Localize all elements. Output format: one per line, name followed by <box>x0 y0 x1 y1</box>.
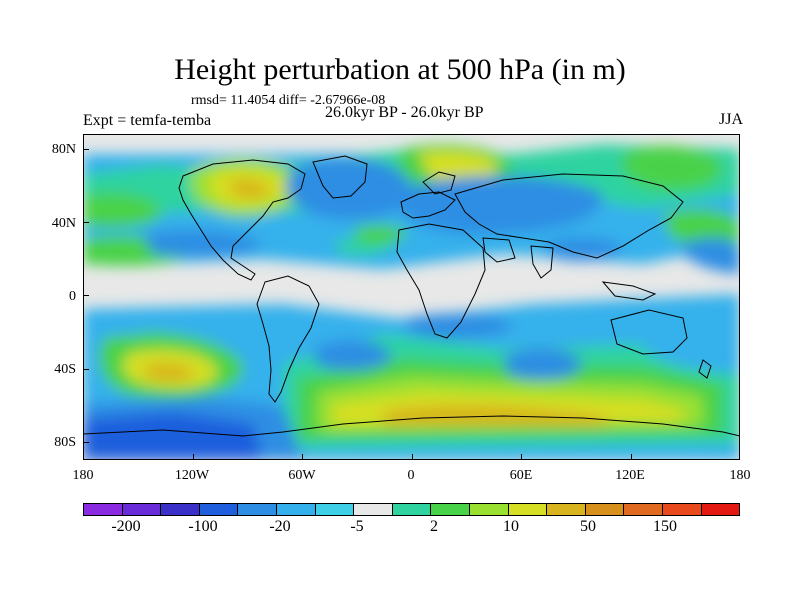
colorbar-swatch <box>585 504 625 515</box>
coastline <box>422 171 456 195</box>
field-region <box>503 348 583 380</box>
colorbar-swatch <box>469 504 509 515</box>
colorbar-label: -200 <box>111 518 141 535</box>
field-region <box>613 303 693 329</box>
field-region <box>383 405 611 426</box>
field-region <box>313 340 393 371</box>
coastline <box>698 359 712 379</box>
colorbar-swatch <box>624 504 663 515</box>
y-tick-label: 40N <box>51 216 76 231</box>
coastline <box>482 237 516 263</box>
coastline <box>454 173 684 259</box>
field-region <box>83 412 263 460</box>
field-region <box>353 224 408 244</box>
coastline <box>312 155 368 199</box>
colorbar-label: 50 <box>580 518 596 535</box>
colorbar-swatch <box>431 504 470 515</box>
colorbar-label: 10 <box>503 518 519 535</box>
colorbar-swatch <box>276 504 316 515</box>
x-tick-label: 120E <box>615 468 645 483</box>
season-label: JJA <box>718 111 743 128</box>
x-tick-label: 180 <box>729 468 751 483</box>
colorbar-label: 2 <box>430 518 438 535</box>
colorbar-label: 150 <box>653 518 677 535</box>
field-region <box>143 363 195 382</box>
y-tick-label: 80S <box>54 435 76 450</box>
statistics-text: rmsd= 11.4054 diff= -2.67966e-08 <box>191 93 386 108</box>
field-region <box>83 309 163 336</box>
y-tick-label: 80N <box>51 142 76 157</box>
x-tick-label: 60W <box>288 468 316 483</box>
axis-ticks <box>83 149 632 460</box>
field-region <box>418 151 498 183</box>
colorbar-swatch <box>392 504 432 515</box>
colorbar-swatch <box>508 504 548 515</box>
colorbar <box>83 503 740 516</box>
field-region <box>83 192 163 228</box>
colorbar-swatch <box>161 504 200 515</box>
field-region <box>621 145 723 191</box>
colorbar-swatch <box>84 504 123 515</box>
y-tick-label: 40S <box>54 362 76 377</box>
plot-title: Height perturbation at 500 hPa (in m) <box>174 53 626 86</box>
field-region <box>228 179 271 199</box>
map-panel <box>83 134 740 460</box>
coastline <box>256 275 320 403</box>
map-frame <box>83 134 740 460</box>
x-tick-label: 180 <box>72 468 94 483</box>
coastline <box>396 223 486 339</box>
colorbar-label: -5 <box>350 518 364 535</box>
colorbar-label: -100 <box>188 518 218 535</box>
field-region <box>143 229 263 258</box>
coastline <box>601 281 657 301</box>
x-tick-label: 120W <box>174 468 210 483</box>
period-label: 26.0kyr BP - 26.0kyr BP <box>325 104 484 121</box>
x-tick-label: 0 <box>407 468 415 483</box>
colorbar-label: -20 <box>269 518 291 535</box>
coastline <box>400 191 456 219</box>
colorbar-swatch <box>315 504 355 515</box>
colorbar-swatch <box>199 504 239 515</box>
height-perturbation-map <box>83 134 740 460</box>
colorbar-swatch <box>238 504 277 515</box>
colorbar-swatch <box>354 504 393 515</box>
colorbar-swatch <box>122 504 162 515</box>
experiment-label: Expt = temfa-temba <box>83 112 212 129</box>
y-tick-label: 0 <box>69 289 76 304</box>
field-region <box>683 237 740 274</box>
coastline <box>178 159 306 281</box>
colorbar-swatch <box>662 504 702 515</box>
perturbation-field <box>83 144 740 460</box>
coastline <box>530 245 554 279</box>
field-region <box>643 319 740 374</box>
coastline <box>83 415 740 437</box>
colorbar-swatch <box>701 504 740 515</box>
colorbar-swatch <box>547 504 586 515</box>
coastline <box>610 309 688 355</box>
x-tick-label: 60E <box>509 468 533 483</box>
coastlines <box>83 155 740 437</box>
